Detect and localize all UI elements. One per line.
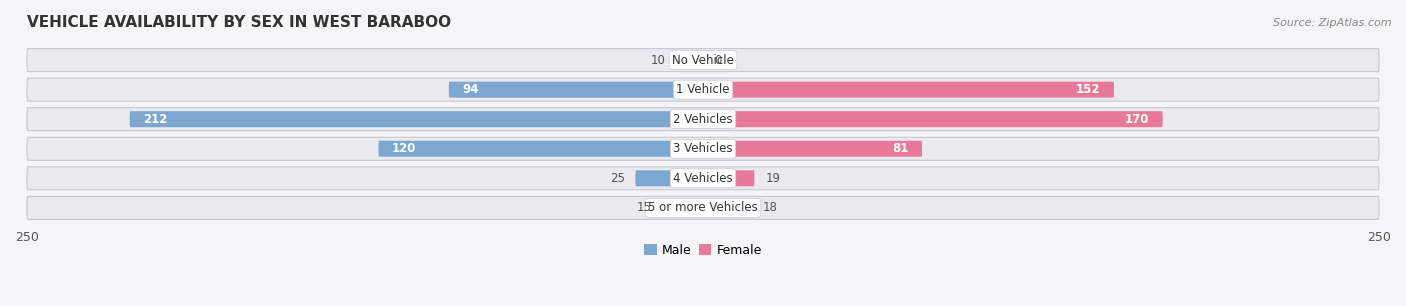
FancyBboxPatch shape <box>703 200 752 216</box>
Text: 5 or more Vehicles: 5 or more Vehicles <box>648 201 758 214</box>
Text: 3 Vehicles: 3 Vehicles <box>673 142 733 155</box>
Text: 15: 15 <box>637 201 651 214</box>
Text: 170: 170 <box>1125 113 1149 126</box>
FancyBboxPatch shape <box>27 196 1379 219</box>
FancyBboxPatch shape <box>636 170 703 186</box>
Text: 212: 212 <box>143 113 167 126</box>
Text: 120: 120 <box>392 142 416 155</box>
FancyBboxPatch shape <box>27 167 1379 190</box>
Text: 152: 152 <box>1076 83 1101 96</box>
Text: Source: ZipAtlas.com: Source: ZipAtlas.com <box>1274 18 1392 28</box>
FancyBboxPatch shape <box>703 82 1114 98</box>
Text: 18: 18 <box>762 201 778 214</box>
FancyBboxPatch shape <box>27 78 1379 101</box>
FancyBboxPatch shape <box>703 170 755 186</box>
Text: No Vehicle: No Vehicle <box>672 54 734 67</box>
FancyBboxPatch shape <box>27 49 1379 72</box>
Text: 10: 10 <box>650 54 665 67</box>
FancyBboxPatch shape <box>449 82 703 98</box>
FancyBboxPatch shape <box>676 52 703 68</box>
FancyBboxPatch shape <box>129 111 703 127</box>
Text: 4 Vehicles: 4 Vehicles <box>673 172 733 185</box>
FancyBboxPatch shape <box>378 141 703 157</box>
FancyBboxPatch shape <box>27 108 1379 131</box>
Text: 25: 25 <box>610 172 624 185</box>
FancyBboxPatch shape <box>703 111 1163 127</box>
Text: 81: 81 <box>893 142 908 155</box>
FancyBboxPatch shape <box>662 200 703 216</box>
Text: 2 Vehicles: 2 Vehicles <box>673 113 733 126</box>
Text: VEHICLE AVAILABILITY BY SEX IN WEST BARABOO: VEHICLE AVAILABILITY BY SEX IN WEST BARA… <box>27 15 451 30</box>
Text: 1 Vehicle: 1 Vehicle <box>676 83 730 96</box>
Text: 0: 0 <box>714 54 721 67</box>
FancyBboxPatch shape <box>27 137 1379 160</box>
Text: 19: 19 <box>765 172 780 185</box>
FancyBboxPatch shape <box>703 141 922 157</box>
Legend: Male, Female: Male, Female <box>640 239 766 262</box>
Text: 94: 94 <box>463 83 479 96</box>
